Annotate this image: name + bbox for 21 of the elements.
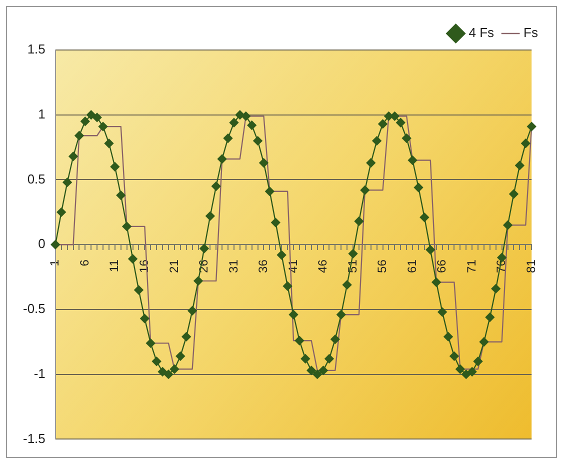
y-tick-label: -1 bbox=[34, 366, 46, 381]
x-tick-label: 56 bbox=[375, 259, 390, 273]
y-tick-label: 0.5 bbox=[27, 171, 46, 186]
x-tick-label: 31 bbox=[226, 259, 240, 273]
x-tick-label: 71 bbox=[464, 259, 478, 273]
y-tick-label: -1.5 bbox=[22, 430, 46, 446]
y-tick-label: 0 bbox=[38, 236, 46, 252]
legend-label: 4 Fs bbox=[468, 25, 495, 40]
x-tick-label: 21 bbox=[166, 259, 181, 273]
x-tick-label: 46 bbox=[316, 259, 330, 273]
x-tick-label: 6 bbox=[77, 259, 92, 266]
legend-label: Fs bbox=[524, 25, 538, 40]
x-tick-label: 81 bbox=[524, 259, 538, 273]
x-tick-label: 36 bbox=[256, 259, 270, 273]
y-tick-label: 1 bbox=[38, 106, 46, 122]
y-tick-label: 1.5 bbox=[27, 42, 46, 57]
x-tick-label: 61 bbox=[404, 259, 419, 273]
x-tick-label: 51 bbox=[345, 259, 360, 273]
x-tick-label: 11 bbox=[107, 259, 122, 272]
y-tick-label: -0.5 bbox=[22, 301, 46, 316]
x-tick-label: 66 bbox=[434, 259, 449, 273]
